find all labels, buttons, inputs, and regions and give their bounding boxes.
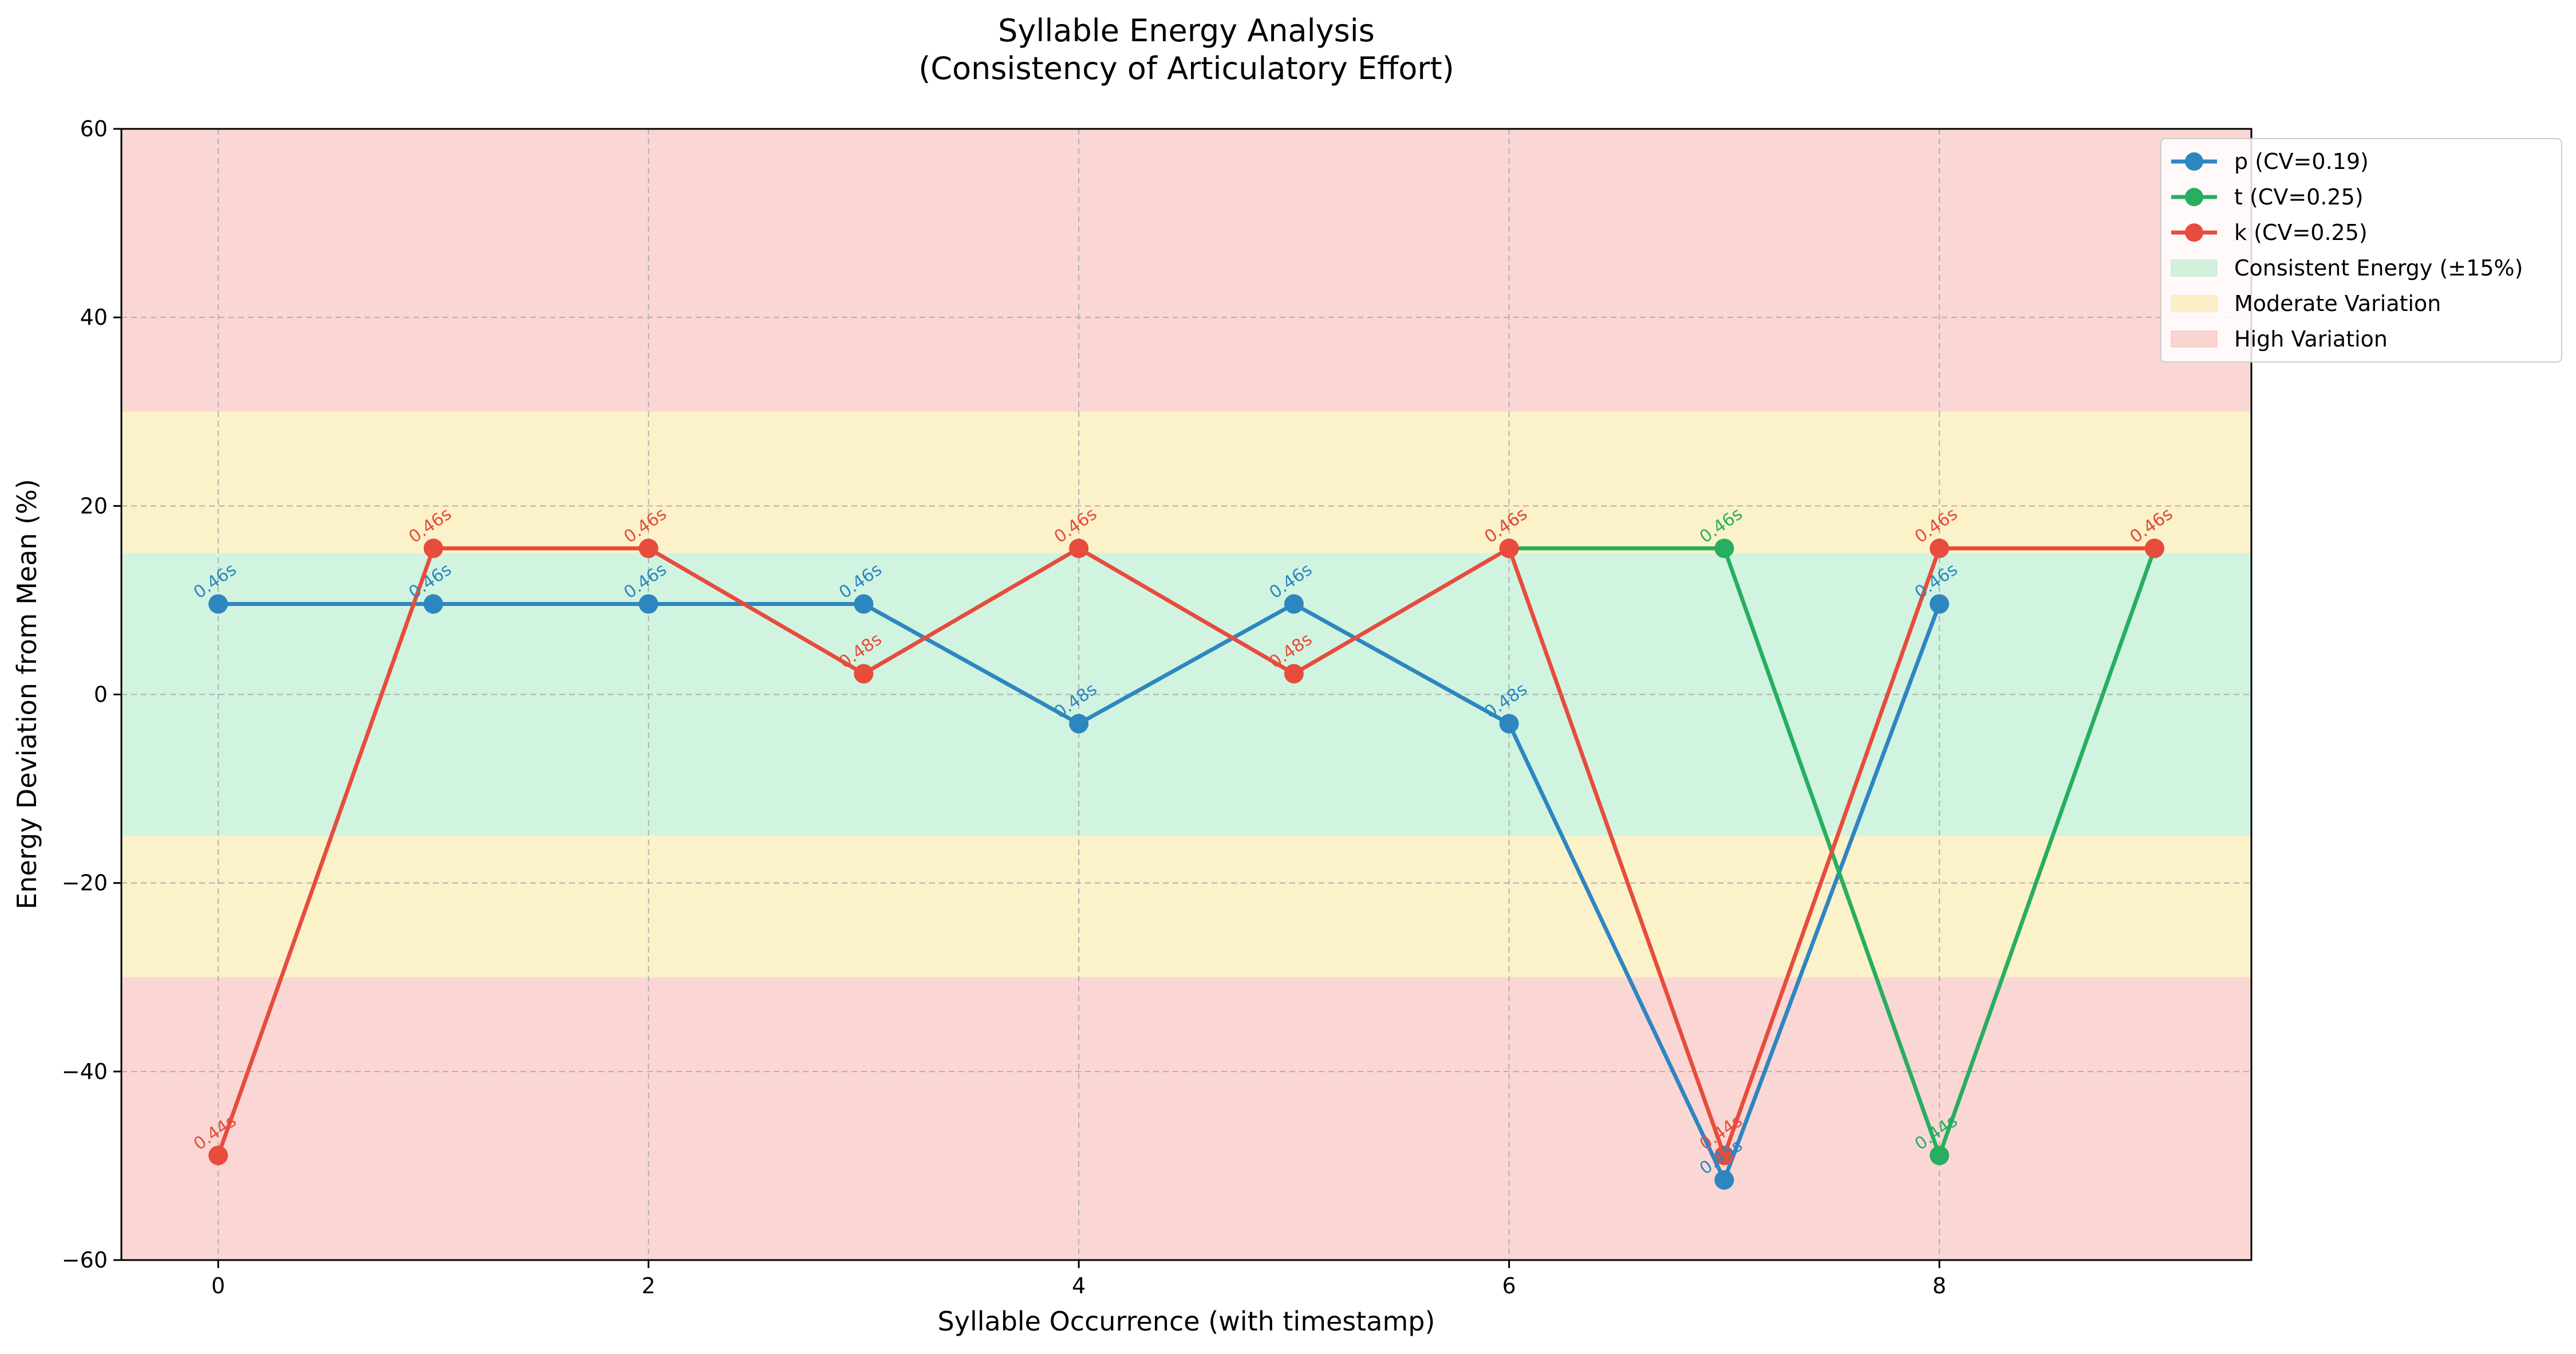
data-point [423, 594, 443, 614]
band-4 [121, 977, 2251, 1260]
legend-label: High Variation [2234, 326, 2388, 352]
data-point [208, 594, 228, 614]
data-point [2144, 538, 2164, 558]
legend-label: Moderate Variation [2234, 291, 2441, 316]
data-point [1069, 538, 1089, 558]
band-0 [121, 129, 2251, 412]
x-tick-label: 6 [1502, 1273, 1516, 1298]
x-tick-label: 8 [1932, 1273, 1946, 1298]
legend-label: k (CV=0.25) [2234, 220, 2368, 245]
y-tick-label: −20 [62, 871, 108, 896]
x-tick-label: 0 [211, 1273, 225, 1298]
data-point [1714, 538, 1734, 558]
y-tick-label: −60 [62, 1247, 108, 1273]
x-axis-ticks: 0 2 4 6 8 [211, 1260, 1946, 1298]
series-group [208, 538, 2164, 1190]
legend-label: t (CV=0.25) [2234, 184, 2364, 210]
data-point [208, 1146, 228, 1166]
data-point [423, 538, 443, 558]
data-point [1714, 1170, 1734, 1190]
data-point [1930, 1146, 1950, 1166]
data-point [1930, 594, 1950, 614]
data-point [1069, 714, 1089, 734]
series-line-2 [216, 546, 2157, 1158]
legend-patch-swatch [2171, 295, 2218, 312]
legend-marker [2185, 223, 2203, 242]
x-tick-label: 2 [642, 1273, 656, 1298]
legend-box [2160, 138, 2562, 363]
data-point [1284, 664, 1304, 684]
legend-patch-swatch [2171, 259, 2218, 277]
data-point [1499, 538, 1519, 558]
y-tick-label: −40 [62, 1059, 108, 1084]
y-tick-label: 20 [80, 493, 108, 518]
data-point [854, 664, 874, 684]
y-axis-ticks: −60 −40 −20 0 20 40 60 [62, 116, 121, 1273]
data-point [638, 594, 658, 614]
data-point [638, 538, 658, 558]
y-tick-label: 60 [80, 116, 108, 141]
chart-title: Syllable Energy Analysis [998, 13, 1375, 49]
band-1 [121, 411, 2251, 553]
legend-label: p (CV=0.19) [2234, 149, 2369, 174]
data-point [1284, 594, 1304, 614]
legend-marker [2185, 152, 2203, 171]
x-axis-label: Syllable Occurrence (with timestamp) [938, 1306, 1435, 1337]
data-point [1930, 538, 1950, 558]
data-point [854, 594, 874, 614]
chart-subtitle: (Consistency of Articulatory Effort) [918, 50, 1454, 86]
x-tick-label: 4 [1072, 1273, 1086, 1298]
legend-marker [2185, 188, 2203, 206]
data-point [1499, 714, 1519, 734]
legend-patch-swatch [2171, 330, 2218, 348]
data-point [1714, 1146, 1734, 1166]
variation-bands [121, 129, 2251, 1260]
band-3 [121, 836, 2251, 978]
legend-label: Consistent Energy (±15%) [2234, 255, 2523, 281]
y-axis-label: Energy Deviation from Mean (%) [11, 479, 42, 910]
legend: p (CV=0.19) t (CV=0.25) k (CV=0.25) Consist… [2160, 138, 2562, 363]
y-tick-label: 0 [94, 682, 108, 707]
y-tick-label: 40 [80, 305, 108, 330]
